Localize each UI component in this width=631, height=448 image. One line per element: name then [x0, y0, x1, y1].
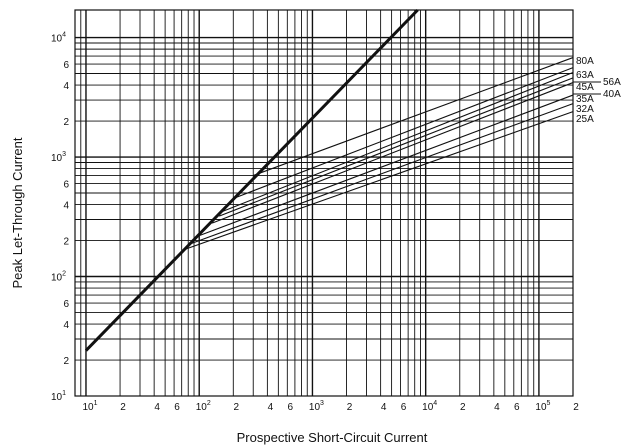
- series-label-32a: 32A: [576, 104, 594, 115]
- x-tick-label: 4: [381, 402, 387, 413]
- x-tick-label: 2: [120, 402, 126, 413]
- x-axis-title: Prospective Short-Circuit Current: [237, 430, 428, 445]
- x-tick-label: 6: [401, 402, 407, 413]
- chart-series-group: [84, 8, 574, 352]
- series-line-45a: [218, 77, 574, 217]
- x-tick-label: 2: [573, 402, 579, 413]
- plot-frame: [74, 9, 574, 397]
- y-tick-labels: 101 2 4 6 102 2 4 6 103 2 4 6 104: [51, 32, 69, 403]
- series-label-80a: 80A: [576, 56, 594, 67]
- y-tick-label: 6: [63, 60, 69, 71]
- x-tick-label: 6: [174, 402, 180, 413]
- y-tick-label: 4: [63, 201, 69, 212]
- y-tick-label: 2: [63, 237, 69, 248]
- series-line-40a: [211, 82, 574, 224]
- series-line-56a: [222, 71, 574, 213]
- series-line-35a: [199, 94, 574, 237]
- series-line-32a: [188, 103, 574, 246]
- series-label-25a: 25A: [576, 114, 594, 125]
- series-line-80a: [253, 57, 574, 177]
- y-tick-label: 4: [63, 320, 69, 331]
- y-tick-label: 6: [63, 299, 69, 310]
- y-tick-label: 101: [51, 390, 66, 403]
- series-line-25a: [181, 111, 574, 252]
- x-tick-label: 4: [154, 402, 160, 413]
- x-tick-label: 102: [196, 400, 211, 413]
- prospective-diagonal-line: [84, 8, 419, 352]
- x-tick-label: 2: [460, 402, 466, 413]
- x-tick-label: 103: [309, 400, 324, 413]
- x-tick-label: 104: [422, 400, 437, 413]
- y-tick-label: 6: [63, 180, 69, 191]
- x-tick-label: 105: [535, 400, 550, 413]
- y-tick-label: 103: [51, 151, 66, 164]
- y-tick-label: 4: [63, 81, 69, 92]
- y-tick-label: 104: [51, 32, 66, 45]
- x-tick-label: 4: [494, 402, 500, 413]
- x-tick-label: 2: [234, 402, 240, 413]
- series-label-45a: 45A: [576, 82, 594, 93]
- series-label-35a: 35A: [576, 94, 594, 105]
- y-axis-title: Peak Let-Through Current: [10, 137, 25, 288]
- chart-grid: [75, 10, 573, 396]
- x-tick-label: 4: [268, 402, 274, 413]
- series-label-63a: 63A: [576, 70, 594, 81]
- series-line-63a: [233, 67, 574, 199]
- series-label-40a: 40A: [603, 89, 621, 100]
- series-label-56a: 56A: [603, 77, 621, 88]
- x-tick-label: 6: [288, 402, 294, 413]
- x-tick-label: 6: [514, 402, 520, 413]
- x-tick-labels: 101 2 4 6 102 2 4 6 103 2 4 6 104 2 4 6 105 2: [82, 400, 579, 413]
- y-tick-label: 102: [51, 271, 66, 284]
- y-tick-label: 2: [63, 356, 69, 367]
- x-tick-label: 101: [82, 400, 97, 413]
- y-tick-label: 2: [63, 117, 69, 128]
- x-tick-label: 2: [347, 402, 353, 413]
